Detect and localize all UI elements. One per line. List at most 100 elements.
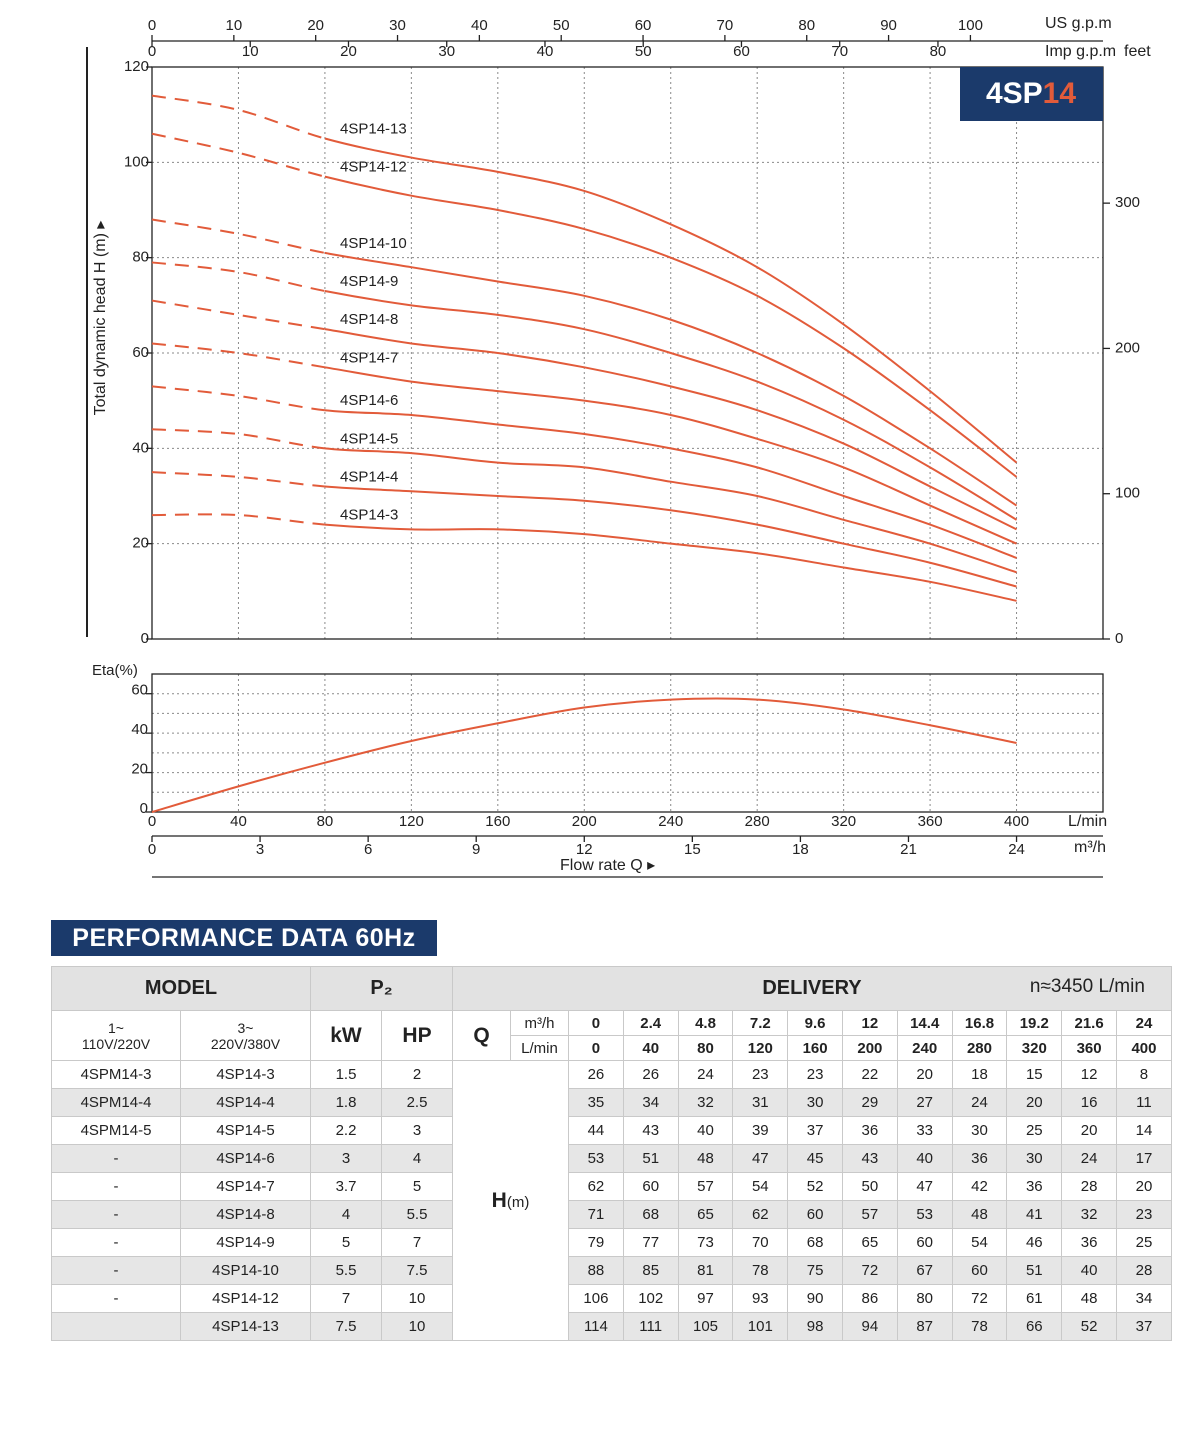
x-tick-label: 240	[658, 813, 683, 830]
curve-label: 4SP14-12	[340, 159, 407, 176]
curve-label: 4SP14-8	[340, 311, 398, 328]
table-row: -4SP14-7 3.7 5 62 60 57 54 52 50 47 42 36 28 20	[51, 1172, 1172, 1201]
head-cell: 28	[1061, 1172, 1117, 1201]
head-cell: 27	[896, 1088, 953, 1117]
head-cell: 30	[787, 1088, 843, 1117]
unit-cell: L/min	[510, 1035, 570, 1061]
top-tick-label: 80	[930, 43, 947, 60]
head-cell: 111	[622, 1312, 679, 1341]
power-cell: 3	[380, 1116, 454, 1145]
head-cell: 36	[951, 1144, 1008, 1173]
head-cell: 46	[1006, 1228, 1063, 1257]
head-cell: 47	[896, 1172, 953, 1201]
y2-tick-label: 100	[1115, 485, 1140, 502]
head-cell: 34	[622, 1088, 679, 1117]
power-cell: 2	[380, 1060, 454, 1089]
power-cell: 5	[380, 1172, 454, 1201]
model-cell: 4SPM14-5	[51, 1116, 181, 1145]
head-cell: 65	[677, 1200, 734, 1229]
x-tick-label: 120	[399, 813, 424, 830]
top-tick-label: 30	[389, 17, 406, 34]
head-cell: 33	[896, 1116, 953, 1145]
head-cell: 42	[951, 1172, 1008, 1201]
curve-label: 4SP14-5	[340, 430, 398, 447]
x2-tick-label: 21	[900, 841, 917, 858]
model-cell: -	[51, 1200, 181, 1229]
x-tick-label: 40	[230, 813, 247, 830]
subheader-cell: 1~ 110V/220V	[51, 1010, 181, 1061]
x-tick-label: 200	[572, 813, 597, 830]
head-cell: 28	[1115, 1256, 1172, 1285]
head-cell: 14	[1115, 1116, 1172, 1145]
table-title: PERFORMANCE DATA 60Hz	[51, 920, 437, 956]
head-cell: 87	[896, 1312, 953, 1341]
curve	[324, 485, 1017, 588]
top-tick-label: 50	[635, 43, 652, 60]
curve	[324, 409, 1017, 559]
head-cell: 43	[622, 1116, 679, 1145]
table-row: 4SPM14-5 4SP14-5 2.2 3 44 43 40 39 37 36 33 30 25 20 1…	[51, 1116, 1172, 1145]
x2-tick-label: 24	[1008, 841, 1025, 858]
head-cell: 12	[1061, 1060, 1117, 1089]
flow-cell: 16.8	[951, 1010, 1008, 1036]
x-tick-label: 160	[485, 813, 510, 830]
top-tick-label: 60	[635, 17, 652, 34]
head-cell: 8	[1115, 1060, 1172, 1089]
model-cell: 4SP14-3	[180, 1060, 311, 1089]
x2-axis-label: m³/h	[1074, 839, 1106, 856]
speed-note: n≈3450 L/min	[1029, 976, 1145, 997]
head-cell: 52	[787, 1172, 843, 1201]
top-tick-label: 100	[958, 17, 983, 34]
head-cell: 30	[1006, 1144, 1063, 1173]
curve	[324, 175, 1018, 478]
y-tick-label: 80	[132, 249, 149, 266]
head-cell: 53	[896, 1200, 953, 1229]
subheader-text: 110V/220V	[81, 1035, 151, 1052]
head-cell: 81	[677, 1256, 734, 1285]
head-cell: 70	[732, 1228, 789, 1257]
head-cell: 60	[896, 1228, 953, 1257]
y-tick-label: 100	[124, 153, 149, 170]
header-cell: MODEL	[51, 966, 311, 1011]
head-cell: 105	[677, 1312, 734, 1341]
table-row: L/min 0 40 80 120 160 200 240 280 320 360 400	[52, 1035, 1172, 1061]
flow-cell: 4.8	[677, 1010, 734, 1036]
head-cell: 68	[622, 1200, 679, 1229]
head-cell: 51	[1006, 1256, 1063, 1285]
power-cell: 5	[310, 1228, 382, 1257]
table-row: -4SP14-8 4 5.5 71 68 65 62 60 57 53 48 41 32 23	[51, 1200, 1172, 1229]
head-cell: 88	[568, 1256, 624, 1285]
badge	[960, 67, 1103, 121]
head-cell: 101	[732, 1312, 789, 1341]
model-cell: 4SP14-5	[180, 1116, 311, 1145]
head-cell: 60	[622, 1172, 679, 1201]
model-cell	[51, 1312, 181, 1341]
top-tick-label: 80	[798, 17, 815, 34]
model-cell: -	[51, 1284, 181, 1313]
head-cell: 30	[951, 1116, 1008, 1145]
power-cell: 4	[310, 1200, 382, 1229]
flow-cell: 0	[568, 1010, 624, 1036]
y-tick-label: 40	[132, 439, 149, 456]
model-cell: 4SP14-7	[180, 1172, 311, 1201]
head-cell: 25	[1115, 1228, 1172, 1257]
head-cell: 62	[732, 1200, 789, 1229]
model-cell: 4SPM14-3	[51, 1060, 181, 1089]
head-cell: 47	[732, 1144, 789, 1173]
head-cell: 36	[1061, 1228, 1117, 1257]
curve-dashed	[151, 513, 325, 526]
head-cell: 26	[568, 1060, 624, 1089]
curve-dashed	[151, 94, 326, 140]
y-tick-label: 60	[131, 682, 148, 699]
y-axis-label: Total dynamic head H (m) ▸	[92, 221, 109, 416]
head-cell: 18	[951, 1060, 1008, 1089]
curve	[324, 366, 1017, 545]
head-cell: 24	[1061, 1144, 1117, 1173]
power-cell: 5.5	[380, 1200, 454, 1229]
head-cell: 57	[677, 1172, 734, 1201]
flow-cell: 200	[842, 1035, 898, 1061]
y-tick-label: 20	[132, 535, 149, 552]
table-row: -4SP14-9 5 7 79 77 73 70 68 65 60 54 46 36 25	[51, 1228, 1172, 1257]
head-cell: 37	[1115, 1312, 1172, 1341]
